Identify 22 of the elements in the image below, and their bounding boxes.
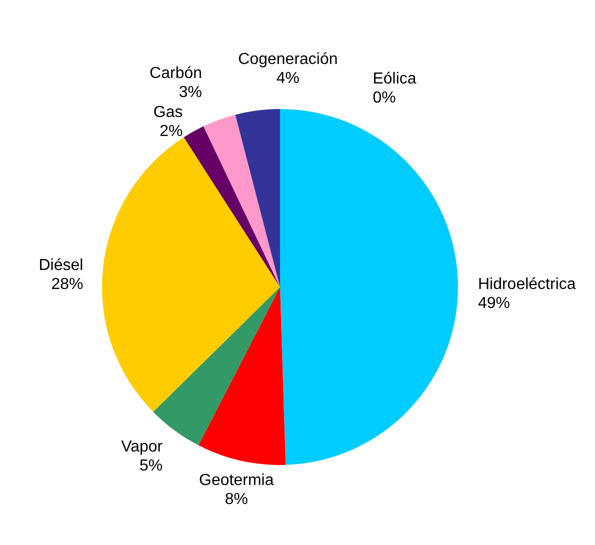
pie-slice [184, 126, 280, 287]
slice-label: Cogeneración [238, 51, 338, 68]
pie-slice [235, 109, 280, 287]
data-label: 2% [160, 123, 183, 140]
data-label: 4% [276, 70, 300, 88]
pie-slice [198, 287, 286, 465]
slice-label: Geotermia [199, 472, 274, 490]
data-label: 28% [51, 276, 84, 294]
slice-label: Hidroeléctrica [478, 276, 576, 293]
data-label: 3% [178, 84, 202, 101]
slice-label: Diésel [38, 257, 84, 274]
slice-label: Gas [153, 104, 183, 122]
pie-slice [102, 137, 280, 412]
data-label: 5% [139, 457, 163, 474]
category-label: Eólica [372, 70, 416, 88]
pie-slice [280, 109, 458, 465]
slice-label: Carbón [150, 64, 202, 82]
slice-label: Vapor [121, 438, 164, 456]
pie-slice [203, 114, 280, 287]
data-label: 8% [224, 491, 248, 508]
data-label: 49% [478, 294, 510, 312]
text: 0% [372, 90, 396, 107]
